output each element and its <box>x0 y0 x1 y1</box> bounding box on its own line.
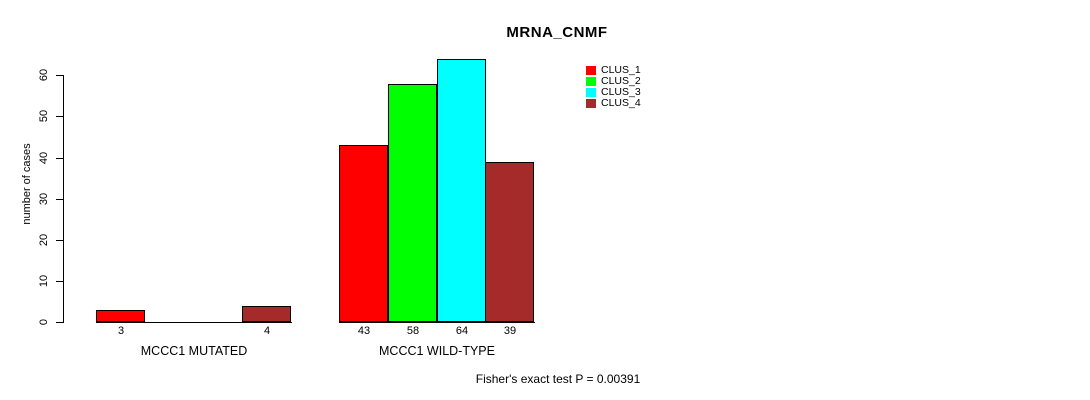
y-axis-tick <box>56 322 63 323</box>
bar-value-label: 39 <box>503 325 517 337</box>
y-tick-label: 10 <box>38 274 50 288</box>
y-axis-tick <box>56 281 63 282</box>
bar-clus_4-group1 <box>485 162 534 322</box>
legend: CLUS_1 CLUS_2 CLUS_3 CLUS_4 <box>586 65 641 109</box>
chart-title: MRNA_CNMF <box>506 24 608 41</box>
legend-swatch-clus-3 <box>586 88 596 97</box>
legend-row: CLUS_4 <box>586 98 641 109</box>
bar-value-label: 4 <box>263 325 271 337</box>
legend-swatch-clus-1 <box>586 66 596 75</box>
bar-clus_2-group1 <box>388 84 437 322</box>
bar-value-label: 3 <box>117 325 125 337</box>
legend-label: CLUS_1 <box>601 64 641 76</box>
x-group-label-wildtype: MCCC1 WILD-TYPE <box>379 344 495 358</box>
legend-row: CLUS_3 <box>586 87 641 98</box>
y-tick-label: 0 <box>38 318 50 326</box>
bar-value-label: 58 <box>406 325 420 337</box>
y-tick-label: 20 <box>38 233 50 247</box>
legend-swatch-clus-2 <box>586 77 596 86</box>
legend-swatch-clus-4 <box>586 99 596 108</box>
bar-clus_1-group1 <box>339 145 388 322</box>
y-tick-label: 30 <box>38 192 50 206</box>
y-axis-tick <box>56 116 63 117</box>
legend-label: CLUS_3 <box>601 86 641 98</box>
y-axis-tick <box>56 240 63 241</box>
legend-label: CLUS_4 <box>601 97 641 109</box>
y-axis-line <box>63 75 64 323</box>
bar-clus_1-group0 <box>96 310 145 322</box>
group-baseline <box>339 322 535 323</box>
group-baseline <box>96 322 292 323</box>
bar-value-label: 64 <box>455 325 469 337</box>
y-axis-tick <box>56 158 63 159</box>
y-tick-label: 60 <box>38 68 50 82</box>
bar-clus_3-group1 <box>437 59 486 322</box>
legend-row: CLUS_2 <box>586 76 641 87</box>
y-tick-label: 40 <box>38 151 50 165</box>
y-axis-tick <box>56 75 63 76</box>
legend-label: CLUS_2 <box>601 75 641 87</box>
fisher-test-footnote: Fisher's exact test P = 0.00391 <box>475 372 641 386</box>
y-tick-label: 50 <box>38 109 50 123</box>
x-group-label-mutated: MCCC1 MUTATED <box>140 344 248 358</box>
bar-value-label: 43 <box>357 325 371 337</box>
bar-clus_4-group0 <box>242 306 291 322</box>
legend-row: CLUS_1 <box>586 65 641 76</box>
y-axis-tick <box>56 199 63 200</box>
